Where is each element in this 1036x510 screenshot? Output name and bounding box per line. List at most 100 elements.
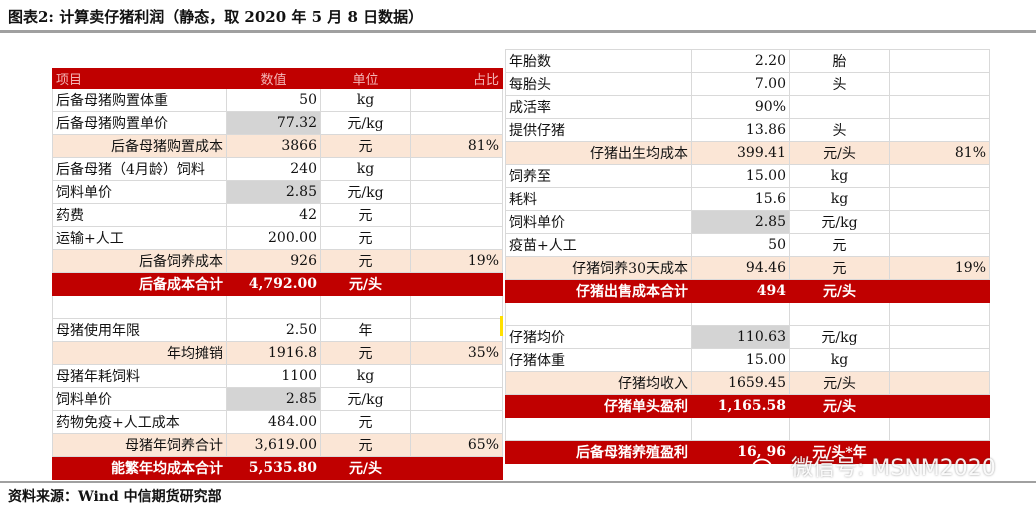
table-row: 饲料单价 2.85 元/kg [52,180,503,204]
table-row: 后备母猪（4月龄）饲料 240 kg [52,157,503,181]
unit-cell: 胎 [789,49,890,73]
item-cell: 年胎数 [505,49,692,73]
item-cell: 母猪年饲养合计 [52,433,227,457]
unit-cell [789,417,890,441]
table-row: 饲料单价 2.85 元/kg [505,210,990,234]
item-cell: 耗料 [505,187,692,211]
value-cell: 1100 [226,364,321,388]
item-cell: 药物免疫+人工成本 [52,410,227,434]
share-cell [410,157,503,181]
item-cell: 仔猪体重 [505,348,692,372]
unit-cell: 头 [789,118,890,142]
table-row: 疫苗+人工 50 元 [505,233,990,257]
item-cell: 母猪年耗饲料 [52,364,227,388]
share-cell [889,302,990,326]
item-cell: 每胎头 [505,72,692,96]
item-cell: 后备母猪（4月龄）饲料 [52,157,227,181]
share-cell: 19% [410,249,503,273]
value-cell: 2.50 [226,318,321,342]
value-cell: 484.00 [226,410,321,434]
share-cell [889,417,990,441]
table-row: 耗料 15.6 kg [505,187,990,211]
table-row: 后备母猪购置体重 50 kg [52,88,503,112]
spacer-row [52,295,503,319]
unit-cell: 元/kg [320,387,411,411]
subtotal-row: 后备母猪购置成本 3866 元 81% [52,134,503,158]
unit-cell: kg [320,364,411,388]
value-cell: 200.00 [226,226,321,250]
cell-cursor-mark [500,316,503,336]
table-row: 每胎头 7.00 头 [505,72,990,96]
value-cell: 3,619.00 [226,433,321,457]
unit-cell: 元/kg [320,180,411,204]
share-cell: 19% [889,256,990,280]
total-row: 仔猪出售成本合计 494 元/头 [505,279,990,303]
unit-cell [789,95,890,119]
value-cell [691,417,790,441]
item-cell: 后备母猪购置体重 [52,88,227,112]
share-cell [889,279,990,303]
value-cell: 15.00 [691,348,790,372]
share-cell [889,95,990,119]
spacer-row [505,417,990,441]
value-cell: 15.00 [691,164,790,188]
value-cell: 110.63 [691,325,790,349]
table-row: 饲料单价 2.85 元/kg [52,387,503,411]
bottom-rule [0,481,1036,483]
value-cell: 15.6 [691,187,790,211]
value-cell: 90% [691,95,790,119]
unit-cell: 元/头 [789,141,890,165]
unit-cell: kg [789,187,890,211]
header-row: 项目 数值 单位 占比 [52,68,503,89]
item-cell [505,302,692,326]
unit-cell [789,302,890,326]
value-cell: 3866 [226,134,321,158]
item-cell: 仔猪均价 [505,325,692,349]
unit-cell: 元 [320,134,411,158]
item-cell: 仔猪出售成本合计 [505,279,692,303]
item-cell: 饲料单价 [52,387,227,411]
value-cell: 2.85 [226,387,321,411]
table-row: 运输+人工 200.00 元 [52,226,503,250]
unit-cell: 元 [789,256,890,280]
value-cell [691,302,790,326]
share-cell [410,88,503,112]
item-cell: 后备母猪购置单价 [52,111,227,135]
subtotal-row: 仔猪均收入 1659.45 元/头 [505,371,990,395]
piglet-profit-table: 年胎数 2.20 胎每胎头 7.00 头成活率 90% 提供仔猪 13.86 头仔猪出生均成本 3… [505,49,990,464]
value-cell: 2.85 [226,180,321,204]
share-cell [410,226,503,250]
unit-cell: kg [789,348,890,372]
value-cell: 94.46 [691,256,790,280]
unit-cell: 元 [320,203,411,227]
unit-cell: 元/头 [789,394,890,418]
share-cell: 35% [410,341,503,365]
wechat-watermark: 微信号: MSNM2020 [752,450,996,482]
item-cell: 后备饲养成本 [52,249,227,273]
table-row: 饲养至 15.00 kg [505,164,990,188]
share-cell [889,371,990,395]
share-cell [889,118,990,142]
unit-cell: 年 [320,318,411,342]
unit-cell: kg [320,88,411,112]
table-row: 后备母猪购置单价 77.32 元/kg [52,111,503,135]
unit-cell: 元/头 [320,272,411,296]
share-cell [889,210,990,234]
table-row: 年胎数 2.20 胎 [505,49,990,73]
item-cell [505,417,692,441]
sow-cost-table: 项目 数值 单位 占比 后备母猪购置体重 50 kg 后备母猪购置单价 77.32 元/kg 后备母… [52,68,503,480]
table-row: 仔猪体重 15.00 kg [505,348,990,372]
table-row: 仔猪均价 110.63 元/kg [505,325,990,349]
total-row: 后备成本合计 4,792.00 元/头 [52,272,503,296]
share-cell [889,394,990,418]
top-rule [0,30,1036,33]
item-cell: 饲养至 [505,164,692,188]
table-row: 母猪年耗饲料 1100 kg [52,364,503,388]
value-cell: 494 [691,279,790,303]
unit-cell: 头 [789,72,890,96]
spacer-row [505,302,990,326]
share-cell [889,348,990,372]
value-cell: 7.00 [691,72,790,96]
value-cell: 1659.45 [691,371,790,395]
share-cell [410,456,503,480]
